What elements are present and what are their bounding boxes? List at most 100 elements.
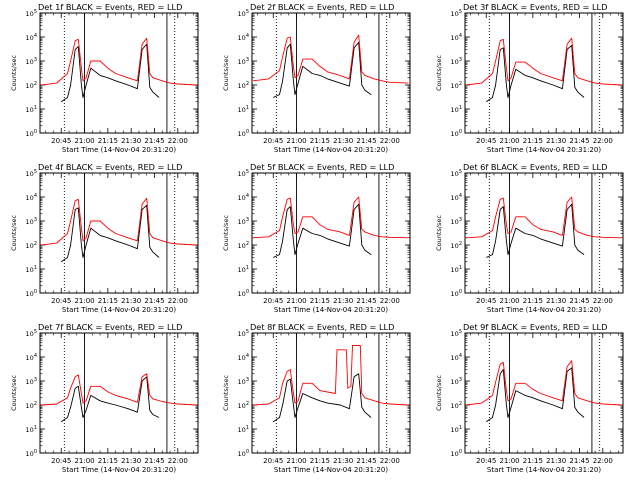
panel-title: Det 4f BLACK = Events, RED = LLD [38, 162, 182, 172]
y-axis-label: Counts/sec [222, 375, 230, 411]
detector-panel: Det 1f BLACK = Events, RED = LLD 100 101 10… [10, 2, 199, 154]
x-tick-label: 21:30 [546, 457, 566, 465]
y-tick-label: 101 [238, 425, 249, 434]
x-tick-label: 21:00 [499, 297, 519, 305]
y-tick-label: 103 [451, 217, 462, 226]
y-tick-label: 102 [26, 241, 37, 250]
x-tick-label: 21:30 [333, 137, 353, 145]
plot-frame [251, 12, 411, 134]
panel-title: Det 9f BLACK = Events, RED = LLD [463, 322, 607, 332]
detector-panel: Det 7f BLACK = Events, RED = LLD 100 101 10… [10, 322, 199, 474]
x-tick-label: 21:00 [499, 137, 519, 145]
x-tick-label: 21:15 [98, 137, 118, 145]
events-series-line [486, 203, 585, 258]
y-tick-label: 100 [451, 129, 462, 138]
events-series-line [273, 203, 372, 258]
x-tick-label: 20:45 [263, 457, 283, 465]
y-tick-label: 100 [238, 449, 249, 458]
x-tick-label: 22:00 [380, 457, 400, 465]
x-axis-label: Start Time (14-Nov-04 20:31:20) [274, 466, 388, 474]
x-tick-label: 21:30 [121, 297, 141, 305]
x-tick-label: 21:30 [546, 297, 566, 305]
lld-series-line [252, 34, 409, 84]
y-tick-label: 105 [451, 329, 462, 338]
x-tick-label: 22:00 [380, 297, 400, 305]
x-axis-label: Start Time (14-Nov-04 20:31:20) [62, 306, 176, 314]
plot-frame [39, 332, 199, 454]
x-tick-label: 22:00 [593, 137, 613, 145]
x-axis-label: Start Time (14-Nov-04 20:31:20) [62, 466, 176, 474]
panel-title: Det 1f BLACK = Events, RED = LLD [38, 2, 182, 12]
x-tick-label: 22:00 [168, 457, 188, 465]
x-tick-label: 22:00 [168, 137, 188, 145]
x-axis-label: Start Time (14-Nov-04 20:31:20) [487, 466, 601, 474]
y-tick-label: 101 [238, 105, 249, 114]
y-tick-label: 104 [26, 353, 37, 362]
y-tick-label: 100 [451, 449, 462, 458]
y-tick-label: 101 [26, 265, 37, 274]
x-tick-label: 21:00 [74, 137, 94, 145]
y-tick-label: 105 [451, 169, 462, 178]
x-tick-label: 21:30 [333, 457, 353, 465]
y-axis-label: Counts/sec [435, 215, 443, 251]
y-tick-label: 100 [238, 129, 249, 138]
x-tick-label: 20:45 [51, 457, 71, 465]
plot-frame [464, 172, 624, 294]
y-tick-label: 101 [451, 265, 462, 274]
x-tick-label: 21:00 [286, 297, 306, 305]
y-axis-label: Counts/sec [10, 375, 18, 411]
events-series-line [272, 373, 372, 423]
plot-frame [464, 12, 624, 134]
detector-panel: Det 3f BLACK = Events, RED = LLD 100 101 10… [435, 2, 624, 154]
y-tick-label: 105 [26, 9, 37, 18]
x-tick-label: 21:15 [98, 457, 118, 465]
lld-series-line [465, 196, 622, 239]
y-tick-label: 104 [451, 193, 462, 202]
x-tick-label: 21:45 [356, 297, 376, 305]
y-tick-label: 101 [238, 265, 249, 274]
y-tick-label: 100 [26, 289, 37, 298]
y-tick-label: 103 [451, 377, 462, 386]
detector-panel: Det 6f BLACK = Events, RED = LLD 100 101 10… [435, 162, 624, 314]
lld-series-line [465, 37, 622, 86]
y-tick-label: 104 [26, 33, 37, 42]
y-tick-label: 105 [238, 169, 249, 178]
x-tick-label: 21:15 [310, 457, 330, 465]
x-tick-label: 21:45 [356, 137, 376, 145]
y-tick-label: 103 [238, 57, 249, 66]
x-tick-label: 20:45 [51, 297, 71, 305]
x-tick-label: 21:00 [286, 137, 306, 145]
plot-frame [251, 332, 411, 454]
events-series-line [60, 43, 160, 103]
x-tick-label: 21:15 [310, 137, 330, 145]
events-series-line [485, 367, 585, 423]
y-tick-label: 105 [238, 9, 249, 18]
y-tick-label: 104 [451, 33, 462, 42]
x-tick-label: 22:00 [593, 457, 613, 465]
detector-panel: Det 2f BLACK = Events, RED = LLD 100 101 10… [222, 2, 411, 154]
x-tick-label: 20:45 [476, 297, 496, 305]
x-tick-label: 21:45 [356, 457, 376, 465]
y-tick-label: 102 [238, 81, 249, 90]
y-axis-label: Counts/sec [435, 375, 443, 411]
x-tick-label: 22:00 [380, 137, 400, 145]
y-tick-label: 104 [238, 193, 249, 202]
x-tick-label: 21:30 [333, 297, 353, 305]
y-axis-label: Counts/sec [222, 215, 230, 251]
x-axis-label: Start Time (14-Nov-04 20:31:20) [274, 306, 388, 314]
y-tick-label: 103 [238, 377, 249, 386]
y-tick-label: 103 [26, 377, 37, 386]
panel-title: Det 6f BLACK = Events, RED = LLD [463, 162, 607, 172]
lld-series-line [252, 345, 409, 406]
y-axis-label: Counts/sec [10, 55, 18, 91]
lld-series-line [465, 360, 622, 406]
x-axis-label: Start Time (14-Nov-04 20:31:20) [62, 146, 176, 154]
x-tick-label: 21:45 [569, 457, 589, 465]
x-tick-label: 22:00 [593, 297, 613, 305]
x-tick-label: 21:15 [523, 297, 543, 305]
x-tick-label: 21:30 [121, 137, 141, 145]
y-tick-label: 101 [451, 425, 462, 434]
y-tick-label: 100 [26, 449, 37, 458]
y-tick-label: 102 [238, 401, 249, 410]
x-tick-label: 22:00 [168, 297, 188, 305]
